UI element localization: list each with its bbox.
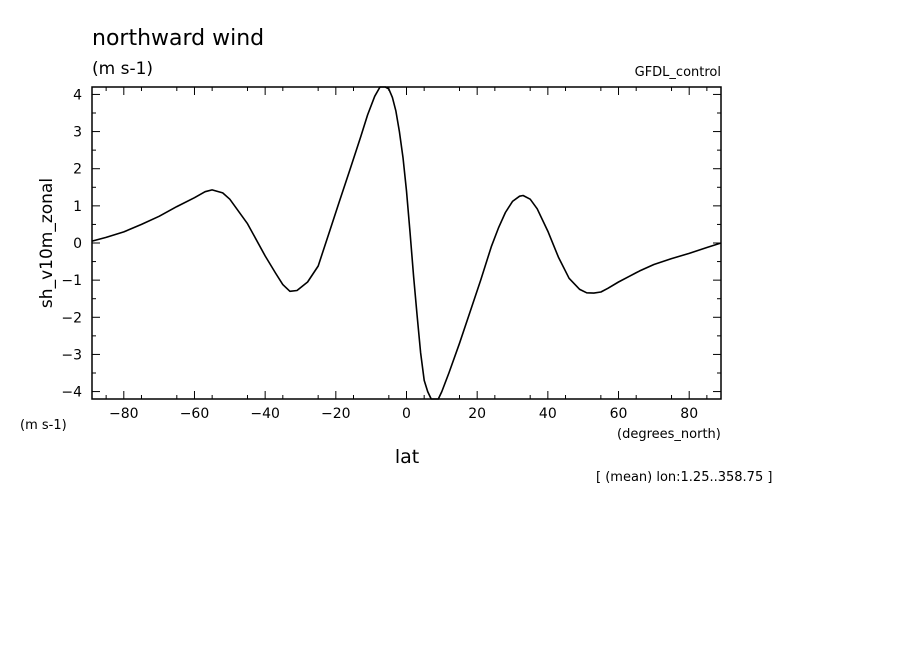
y-tick-label: −2 — [61, 310, 82, 326]
axis-tick-labels: −80 −60 −40 −20 0 20 40 60 80 −4 −3 −2 −1 0 1 2 3 4 — [61, 87, 698, 422]
x-tick-label: 0 — [402, 406, 411, 422]
x-tick-label: 20 — [468, 406, 486, 422]
x-axis-label: lat — [395, 446, 419, 468]
dataset-label: GFDL_control — [635, 65, 721, 80]
y-tick-label: 0 — [73, 236, 82, 252]
x-tick-label: −20 — [321, 406, 351, 422]
y-tick-label: −3 — [61, 347, 82, 363]
y-tick-label: −4 — [61, 385, 82, 401]
axis-ticks — [92, 87, 721, 399]
y-tick-label: 1 — [73, 199, 82, 215]
x-axis-units: (degrees_north) — [617, 427, 721, 442]
x-tick-label: −40 — [250, 406, 280, 422]
y-tick-label: 4 — [73, 87, 82, 103]
y-tick-label: −1 — [61, 273, 82, 289]
x-tick-label: −80 — [109, 406, 139, 422]
y-axis-units: (m s-1) — [20, 418, 67, 433]
plot-frame — [91, 86, 722, 400]
y-tick-label: 3 — [73, 125, 82, 141]
x-tick-label: 80 — [680, 406, 698, 422]
footnote: [ (mean) lon:1.25..358.75 ] — [596, 470, 772, 485]
series-line — [91, 86, 722, 400]
x-tick-label: 40 — [539, 406, 557, 422]
chart-title: northward wind — [92, 26, 264, 51]
y-axis-label: sh_v10m_zonal — [37, 178, 57, 308]
x-tick-label: 60 — [610, 406, 628, 422]
chart-title-units: (m s-1) — [92, 59, 153, 79]
x-tick-label: −60 — [180, 406, 210, 422]
y-tick-label: 2 — [73, 162, 82, 178]
